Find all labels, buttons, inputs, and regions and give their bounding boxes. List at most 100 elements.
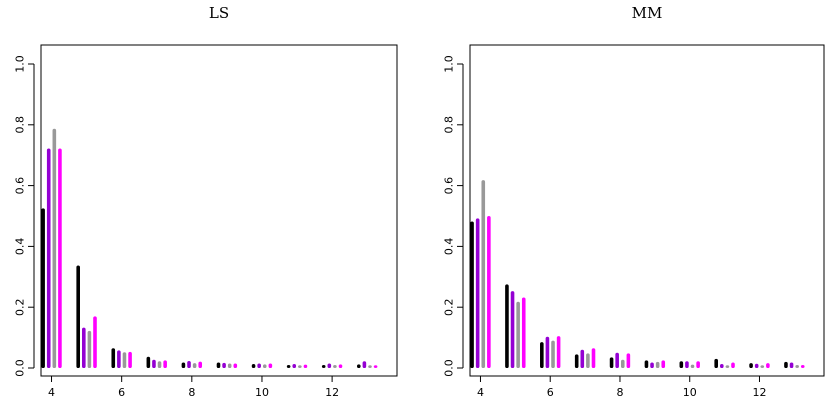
x-tick-label: 12	[752, 386, 766, 399]
bar	[163, 360, 167, 368]
y-tick-label: 0.2	[443, 298, 456, 316]
x-tick-label: 6	[547, 386, 554, 399]
x-tick-label: 4	[477, 386, 484, 399]
panel-ls: LS 0.0 0.2 0.4 0.6 0.8 1.0 4 6 8 10 12	[14, 4, 398, 399]
bar	[789, 362, 794, 368]
bar	[661, 360, 666, 368]
bar	[192, 363, 197, 368]
bar	[679, 361, 684, 368]
bar	[754, 363, 759, 368]
chart-title: LS	[209, 4, 229, 22]
bar	[714, 358, 719, 368]
bar	[198, 361, 203, 368]
bar	[233, 363, 238, 368]
bar	[545, 336, 550, 368]
bar	[128, 351, 132, 368]
bar	[650, 362, 654, 368]
x-tick-label: 4	[48, 386, 55, 399]
bar	[516, 301, 520, 368]
bar	[58, 148, 62, 368]
bar	[157, 361, 162, 368]
bar	[117, 350, 121, 368]
bar	[685, 361, 689, 368]
bar	[690, 364, 695, 368]
bar	[356, 364, 361, 368]
bar	[286, 364, 291, 368]
bar	[475, 218, 480, 368]
bar	[481, 180, 486, 368]
bar	[540, 342, 544, 368]
bar	[655, 361, 660, 368]
bar	[586, 353, 590, 368]
bar	[574, 354, 579, 368]
bar	[725, 365, 730, 368]
y-tick-label: 1.0	[443, 55, 456, 73]
bar	[222, 362, 226, 368]
y-tick-label: 0.8	[443, 116, 456, 134]
bar	[644, 360, 649, 368]
bar	[487, 216, 491, 368]
bar	[87, 330, 92, 368]
bar	[111, 348, 116, 368]
bar	[696, 361, 700, 368]
bar	[795, 364, 799, 368]
bar	[505, 284, 509, 368]
y-tick-label: 0.4	[14, 238, 27, 256]
panel-mm: MM 0.0 0.2 0.4 0.6 0.8 1.0 4 6 8 10 12	[443, 4, 825, 399]
y-tick-label: 0.6	[443, 177, 456, 195]
bar	[81, 327, 86, 368]
bar	[321, 364, 326, 368]
bar	[93, 316, 97, 368]
bar	[720, 364, 724, 368]
bar	[216, 362, 221, 368]
y-tick-label: 0.2	[14, 298, 27, 316]
y-tick-label: 0.4	[443, 238, 456, 256]
x-tick-label: 8	[188, 386, 195, 399]
bar	[292, 364, 297, 368]
bar	[187, 361, 191, 368]
bar	[615, 352, 619, 368]
bar	[591, 348, 596, 368]
bar	[303, 364, 308, 368]
bar	[181, 362, 186, 368]
bar	[333, 364, 337, 368]
bar	[470, 221, 474, 368]
y-tick-label: 0.8	[14, 116, 27, 134]
bar	[52, 128, 57, 368]
bar	[556, 336, 561, 368]
bar	[46, 148, 51, 368]
y-tick-label: 0.6	[14, 177, 27, 195]
bar	[338, 364, 343, 368]
bar	[262, 364, 267, 368]
bar	[766, 363, 770, 368]
bar	[227, 363, 232, 368]
x-tick-label: 10	[683, 386, 697, 399]
bar	[620, 359, 625, 368]
x-tick-label: 6	[118, 386, 125, 399]
y-tick-label: 0.0	[443, 359, 456, 377]
chart-title: MM	[632, 4, 663, 22]
bar	[152, 359, 156, 368]
bar	[368, 365, 372, 368]
bar	[257, 363, 261, 368]
y-tick-label: 0.0	[14, 359, 27, 377]
x-tick-label: 12	[325, 386, 339, 399]
bar	[41, 208, 45, 368]
bar	[749, 363, 753, 368]
bar	[784, 361, 788, 368]
bar	[268, 363, 273, 368]
bar	[122, 352, 127, 368]
bar	[609, 357, 614, 368]
bar	[362, 361, 367, 368]
bar	[510, 291, 515, 368]
bar	[760, 365, 765, 368]
bar	[626, 353, 631, 368]
bar	[521, 297, 526, 368]
bar	[251, 364, 256, 368]
x-tick-label: 8	[616, 386, 623, 399]
y-tick-label: 1.0	[14, 55, 27, 73]
bar	[731, 362, 735, 368]
bar	[373, 365, 378, 368]
bar	[551, 340, 555, 368]
bar	[580, 349, 585, 368]
